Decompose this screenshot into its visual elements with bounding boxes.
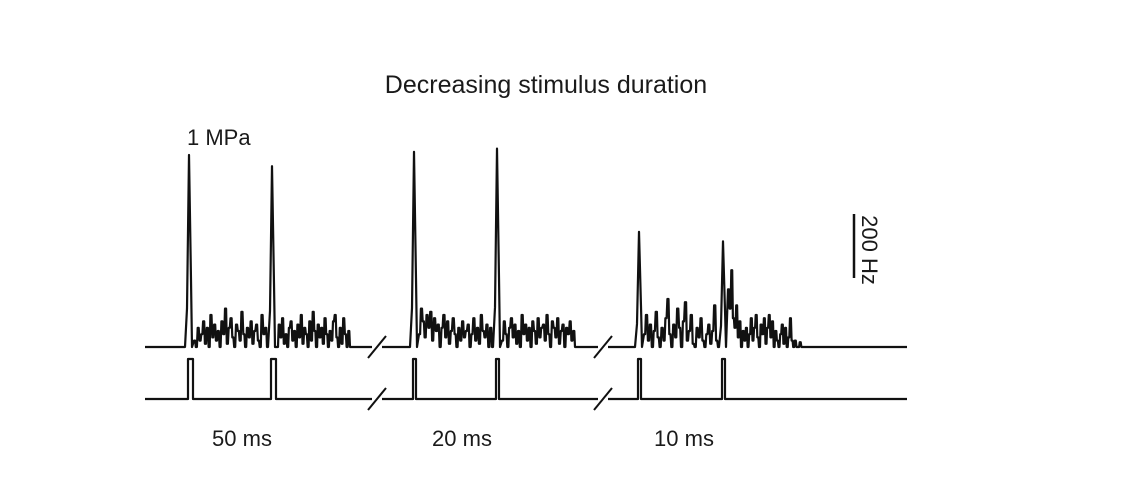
stimulus-trace	[145, 357, 907, 401]
axis-breaks	[367, 335, 613, 411]
axis-break-slash	[593, 387, 613, 411]
firing-rate-trace	[145, 147, 907, 349]
axis-break-slash	[367, 335, 387, 359]
pressure-label: 1 MPa	[187, 125, 251, 150]
duration-label-20ms: 20 ms	[432, 426, 492, 451]
chart-title: Decreasing stimulus duration	[385, 71, 707, 99]
axis-break-slash	[367, 387, 387, 411]
scale-bar-label: 200 Hz	[857, 215, 882, 285]
axis-break-slash	[593, 335, 613, 359]
duration-label-50ms: 50 ms	[212, 426, 272, 451]
duration-label-10ms: 10 ms	[654, 426, 714, 451]
